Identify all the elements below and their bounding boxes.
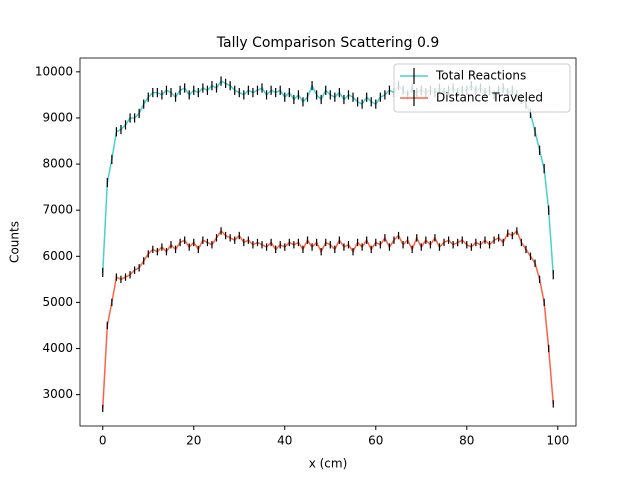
x-tick-label: 40 xyxy=(277,434,292,448)
chart-title: Tally Comparison Scattering 0.9 xyxy=(216,35,439,51)
y-tick-label: 4000 xyxy=(42,341,73,355)
y-tick-label: 9000 xyxy=(42,110,73,124)
axes-frame xyxy=(79,57,577,427)
legend-box xyxy=(393,63,571,113)
y-tick-label: 7000 xyxy=(42,203,73,217)
y-tick-label: 5000 xyxy=(42,295,73,309)
x-tick-label: 20 xyxy=(186,434,201,448)
x-tick-label: 100 xyxy=(546,434,569,448)
y-tick-label: 6000 xyxy=(42,249,73,263)
series-line xyxy=(102,229,554,409)
y-tick-label: 10000 xyxy=(35,64,73,78)
x-tick-label: 0 xyxy=(99,434,107,448)
x-tick-label: 80 xyxy=(459,434,474,448)
y-tick-label: 3000 xyxy=(42,387,73,401)
y-axis-label: Counts xyxy=(8,221,22,263)
legend-label: Distance Traveled xyxy=(436,91,543,105)
y-tick-label: 8000 xyxy=(42,157,73,171)
legend-label: Total Reactions xyxy=(435,69,526,83)
x-tick-label: 60 xyxy=(368,434,383,448)
x-axis-label: x (cm) xyxy=(309,457,348,471)
